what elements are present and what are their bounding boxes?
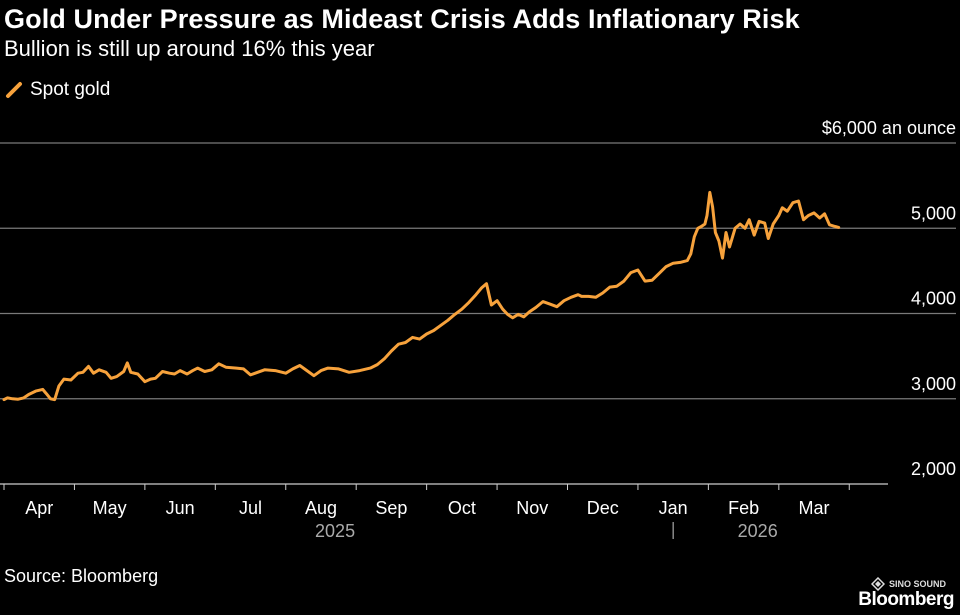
x-tick-label-mar: Mar <box>799 498 830 518</box>
year-label-2026: 2026 <box>738 521 778 541</box>
series-line-spot-gold <box>2 190 841 402</box>
legend: Spot gold <box>4 79 110 101</box>
source-note: Source: Bloomberg <box>4 566 159 586</box>
legend-line-icon <box>6 82 22 98</box>
x-tick-label-dec: Dec <box>587 498 619 518</box>
x-tick-label-sep: Sep <box>375 498 407 518</box>
legend-label: Spot gold <box>30 79 111 100</box>
y-tick-label-3000: 3,000 <box>911 374 956 394</box>
bloomberg-logo: Bloomberg <box>858 589 954 610</box>
year-label-2025: 2025 <box>315 521 355 541</box>
x-tick-label-may: May <box>93 498 127 518</box>
y-tick-label-5000: 5,000 <box>911 203 956 223</box>
x-tick-label-feb: Feb <box>728 498 759 518</box>
x-tick-label-nov: Nov <box>516 498 548 518</box>
x-tick-label-oct: Oct <box>448 498 476 518</box>
y-tick-label-2000: 2,000 <box>911 459 956 479</box>
x-tick-label-jan: Jan <box>659 498 688 518</box>
watermark-text: SINO SOUND <box>888 579 946 589</box>
chart-subtitle: Bullion is still up around 16% this year <box>4 36 375 61</box>
y-tick-label-6000: $6,000 an ounce <box>822 118 956 138</box>
y-tick-label-4000: 4,000 <box>911 289 956 309</box>
x-tick-label-aug: Aug <box>305 498 337 518</box>
x-tick-label-jun: Jun <box>166 498 195 518</box>
watermark-logo-icon <box>870 577 885 591</box>
x-tick-label-jul: Jul <box>239 498 262 518</box>
x-tick-label-apr: Apr <box>25 498 53 518</box>
chart-title: Gold Under Pressure as Mideast Crisis Ad… <box>4 4 800 34</box>
watermark: SINO SOUND <box>870 577 946 591</box>
